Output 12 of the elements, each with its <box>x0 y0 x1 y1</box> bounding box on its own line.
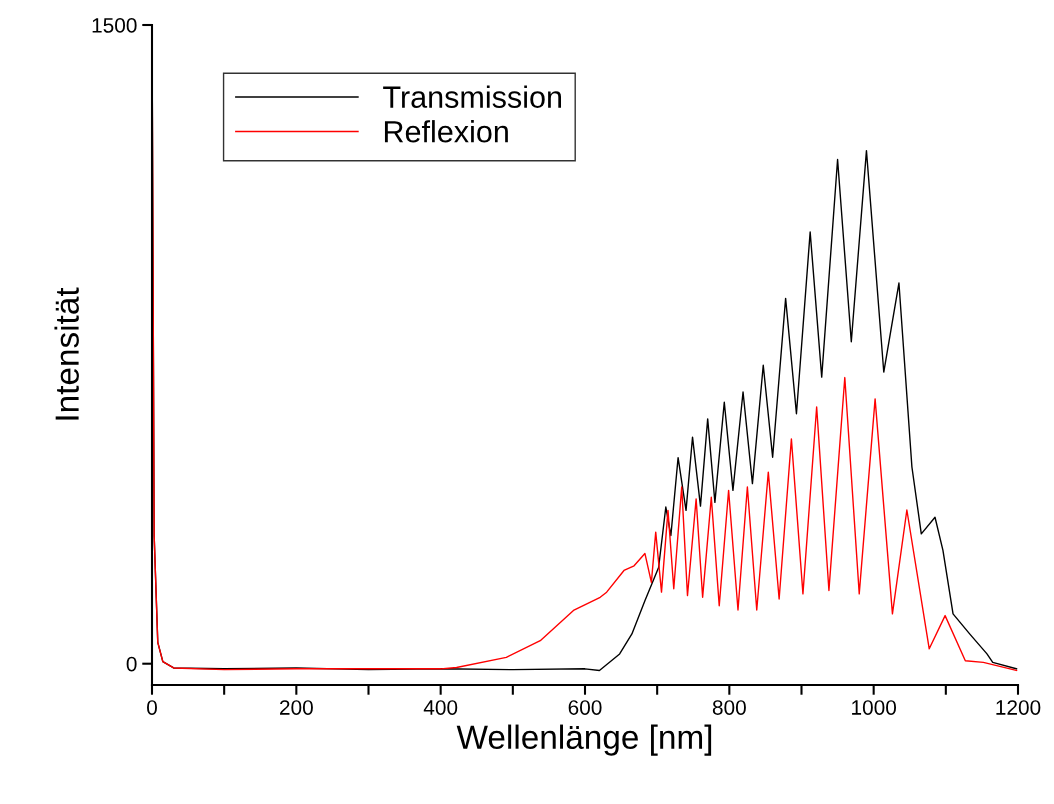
x-tick-label: 600 <box>568 700 602 715</box>
x-tick-label: 400 <box>423 700 458 715</box>
legend-label: Reflexion <box>384 120 508 143</box>
x-tick-label: 1200 <box>996 700 1041 715</box>
y-tick-label: 1500 <box>92 18 137 33</box>
x-tick-label: 1000 <box>852 700 897 715</box>
legend-label: Transmission <box>383 85 561 108</box>
y-axis-title: Intensität <box>54 287 79 420</box>
x-tick-label: 200 <box>280 700 313 715</box>
x-tick-label: 0 <box>147 700 157 715</box>
x-axis-title: Wellenlänge [nm] <box>456 724 712 756</box>
x-tick-label: 800 <box>712 700 746 715</box>
